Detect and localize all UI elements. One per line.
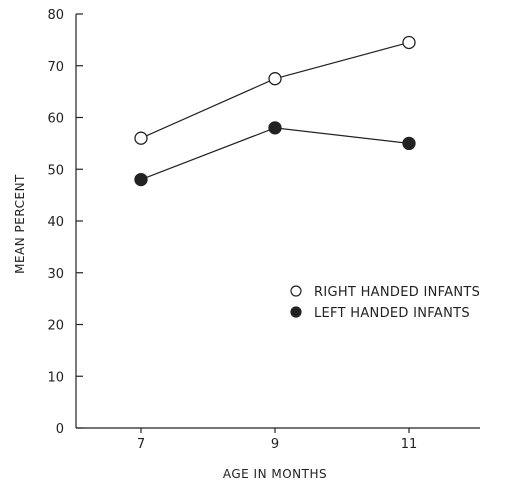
- y-tick-label: 80: [47, 8, 64, 23]
- data-point-left-handed: [402, 136, 416, 151]
- plot-area: 0 10 20 30 40 50 60 70 80 7 9 11: [47, 8, 480, 452]
- x-axis-title: AGE IN MONTHS: [223, 467, 327, 481]
- y-ticks: 0 10 20 30 40 50 60 70 80: [47, 8, 83, 437]
- series-layer: [134, 35, 416, 187]
- y-tick-label: 60: [47, 112, 64, 127]
- x-tick-label: 9: [271, 437, 279, 452]
- y-tick-label: 50: [47, 163, 64, 178]
- y-tick-label: 40: [47, 215, 64, 230]
- x-tick-label: 11: [401, 437, 418, 452]
- y-tick-label: 70: [47, 60, 64, 75]
- data-point-left-handed: [134, 172, 148, 187]
- legend-label-left-handed: LEFT HANDED INFANTS: [314, 306, 470, 321]
- legend: RIGHT HANDED INFANTS LEFT HANDED INFANTS: [290, 285, 480, 321]
- x-tick-label: 7: [137, 437, 145, 452]
- legend-label-right-handed: RIGHT HANDED INFANTS: [314, 285, 480, 300]
- data-point-left-handed: [268, 121, 282, 135]
- y-axis-title: MEAN PERCENT: [13, 174, 27, 274]
- legend-item-left-handed: LEFT HANDED INFANTS: [290, 306, 470, 321]
- data-point-right-handed: [402, 35, 416, 50]
- legend-item-right-handed: RIGHT HANDED INFANTS: [290, 285, 480, 300]
- x-ticks: 7 9 11: [137, 428, 417, 452]
- y-tick-label: 10: [47, 370, 64, 385]
- filled-circle-marker-icon: [290, 306, 302, 318]
- data-point-right-handed: [134, 131, 148, 145]
- y-tick-label: 30: [47, 267, 64, 282]
- series-line-left-handed: [140, 127, 410, 181]
- y-tick-label: 0: [56, 422, 64, 437]
- y-tick-label: 20: [47, 319, 64, 334]
- data-point-right-handed: [268, 72, 282, 86]
- open-circle-marker-icon: [290, 285, 302, 297]
